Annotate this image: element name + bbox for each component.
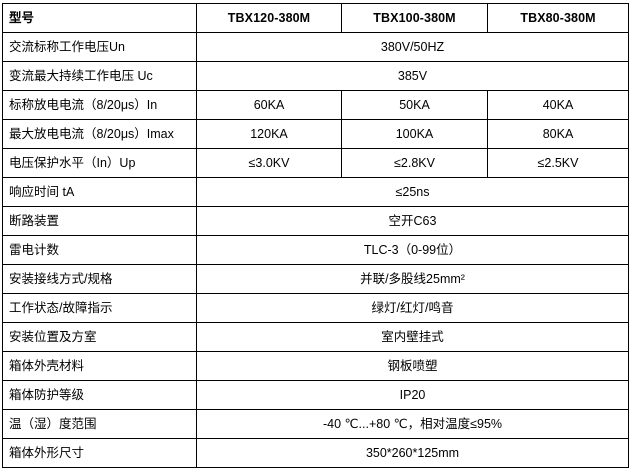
spec-value-model-3: 40KA <box>487 90 629 120</box>
table-row: 温（湿）度范围 -40 ℃...+80 ℃，相对温度≤95% <box>2 409 629 439</box>
spec-label: 箱体防护等级 <box>2 380 197 410</box>
spec-value-model-2: 50KA <box>341 90 488 120</box>
header-model-tbx100: TBX100-380M <box>341 3 488 33</box>
product-specification-table: 型号 TBX120-380M TBX100-380M TBX80-380M 交流… <box>2 3 629 468</box>
table-row: 箱体外形尺寸 350*260*125mm <box>2 438 629 468</box>
spec-label: 变流最大持续工作电压 Uc <box>2 61 197 91</box>
spec-value-all-models: 380V/50HZ <box>196 32 629 62</box>
spec-value-model-2: 100KA <box>341 119 488 149</box>
spec-value-all-models: 室内壁挂式 <box>196 322 629 352</box>
table-row: 工作状态/故障指示 绿灯/红灯/鸣音 <box>2 293 629 323</box>
table-row: 安装位置及方室 室内壁挂式 <box>2 322 629 352</box>
header-model-tbx80: TBX80-380M <box>487 3 629 33</box>
table-body: 交流标称工作电压Un 380V/50HZ 变流最大持续工作电压 Uc 385V 标称放电… <box>2 32 629 468</box>
spec-value-all-models: TLC-3（0-99位） <box>196 235 629 265</box>
spec-value-all-models: 钢板喷塑 <box>196 351 629 381</box>
spec-label: 响应时间 tA <box>2 177 197 207</box>
table-header: 型号 TBX120-380M TBX100-380M TBX80-380M <box>2 3 629 33</box>
spec-value-all-models: 并联/多股线25mm² <box>196 264 629 294</box>
header-label-column: 型号 <box>2 3 197 33</box>
spec-label: 雷电计数 <box>2 235 197 265</box>
header-model-tbx120: TBX120-380M <box>196 3 342 33</box>
spec-label: 安装接线方式/规格 <box>2 264 197 294</box>
table-row: 箱体防护等级 IP20 <box>2 380 629 410</box>
spec-value-all-models: 绿灯/红灯/鸣音 <box>196 293 629 323</box>
table-row: 标称放电电流（8/20μs）In 60KA 50KA 40KA <box>2 90 629 120</box>
spec-value-all-models: 空开C63 <box>196 206 629 236</box>
table-row: 变流最大持续工作电压 Uc 385V <box>2 61 629 91</box>
table-row: 最大放电电流（8/20μs）Imax 120KA 100KA 80KA <box>2 119 629 149</box>
spec-label: 箱体外形尺寸 <box>2 438 197 468</box>
spec-label: 电压保护水平（In）Up <box>2 148 197 178</box>
spec-label: 箱体外壳材料 <box>2 351 197 381</box>
table-row: 箱体外壳材料 钢板喷塑 <box>2 351 629 381</box>
spec-value-model-1: 120KA <box>196 119 342 149</box>
spec-value-model-1: ≤3.0KV <box>196 148 342 178</box>
spec-label: 断路装置 <box>2 206 197 236</box>
spec-value-all-models: -40 ℃...+80 ℃，相对温度≤95% <box>196 409 629 439</box>
table-row: 响应时间 tA ≤25ns <box>2 177 629 207</box>
spec-value-model-1: 60KA <box>196 90 342 120</box>
spec-label: 温（湿）度范围 <box>2 409 197 439</box>
spec-label: 工作状态/故障指示 <box>2 293 197 323</box>
spec-value-all-models: ≤25ns <box>196 177 629 207</box>
spec-value-model-3: ≤2.5KV <box>487 148 629 178</box>
spec-value-model-3: 80KA <box>487 119 629 149</box>
table-row: 电压保护水平（In）Up ≤3.0KV ≤2.8KV ≤2.5KV <box>2 148 629 178</box>
table-row: 雷电计数 TLC-3（0-99位） <box>2 235 629 265</box>
spec-value-model-2: ≤2.8KV <box>341 148 488 178</box>
table-row: 断路装置 空开C63 <box>2 206 629 236</box>
spec-label: 安装位置及方室 <box>2 322 197 352</box>
spec-label: 最大放电电流（8/20μs）Imax <box>2 119 197 149</box>
spec-value-all-models: 350*260*125mm <box>196 438 629 468</box>
table-header-row: 型号 TBX120-380M TBX100-380M TBX80-380M <box>2 3 629 33</box>
table-row: 安装接线方式/规格 并联/多股线25mm² <box>2 264 629 294</box>
spec-value-all-models: 385V <box>196 61 629 91</box>
spec-value-all-models: IP20 <box>196 380 629 410</box>
spec-label: 标称放电电流（8/20μs）In <box>2 90 197 120</box>
table-row: 交流标称工作电压Un 380V/50HZ <box>2 32 629 62</box>
spec-label: 交流标称工作电压Un <box>2 32 197 62</box>
specification-table-container: 型号 TBX120-380M TBX100-380M TBX80-380M 交流… <box>2 3 629 468</box>
